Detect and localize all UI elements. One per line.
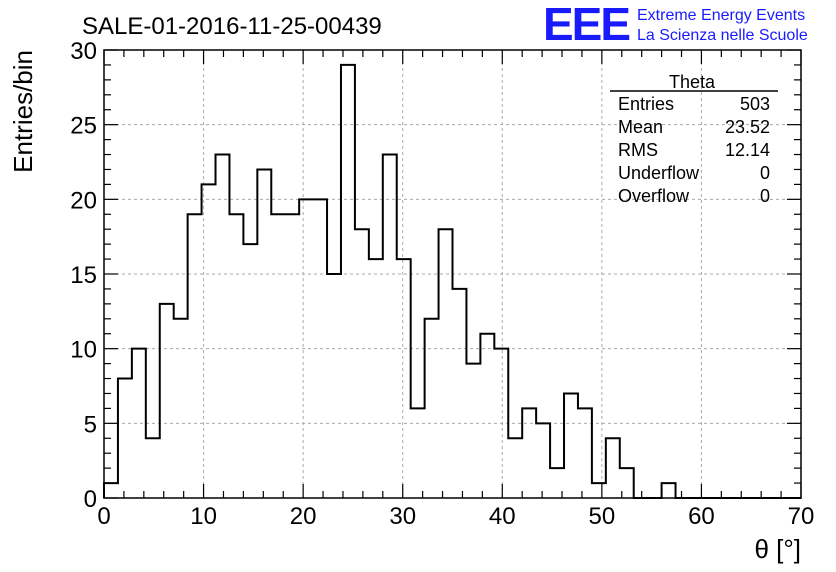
x-tick-label: 40 [489,503,516,530]
stats-label: RMS [618,140,658,160]
stats-box-title: Theta [669,72,716,92]
logo-line-2: La Scienza nelle Scuole [637,27,808,44]
x-tick-label: 30 [389,503,416,530]
stats-label: Mean [618,117,663,137]
stats-label: Entries [618,94,674,114]
stats-box: Theta Entries 503 Mean 23.52 RMS 12.14 Underfl… [610,72,778,206]
stats-label: Underflow [618,163,700,183]
x-tick-labels: 0 10 20 30 40 50 60 70 [97,503,814,530]
y-tick-label: 0 [84,486,97,513]
x-tick-label: 0 [97,503,110,530]
stats-value: 12.14 [725,140,770,160]
y-tick-label: 5 [84,411,97,438]
y-tick-label: 15 [70,262,97,289]
stats-value: 503 [740,94,770,114]
x-tick-label: 60 [688,503,715,530]
x-tick-label: 70 [788,503,815,530]
y-tick-label: 25 [70,113,97,140]
eee-logo: EEE [543,0,629,50]
histogram-outline [103,63,801,499]
stats-value: 0 [760,163,770,183]
y-tick-labels: 0 5 10 15 20 25 30 [70,38,97,513]
x-tick-label: 50 [589,503,616,530]
axis-ticks [103,49,802,499]
x-tick-label: 10 [190,503,217,530]
plot-frame [103,49,802,499]
chart-title: SALE-01-2016-11-25-00439 [82,13,382,40]
x-tick-label: 20 [290,503,317,530]
y-tick-label: 30 [70,38,97,65]
stats-label: Overflow [618,186,690,206]
stats-value: 0 [760,186,770,206]
y-tick-label: 10 [70,337,97,364]
logo-line-1: Extreme Energy Events [637,7,805,24]
x-axis-label: θ [°] [754,534,801,564]
grid-lines [104,50,801,498]
stats-value: 23.52 [725,117,770,137]
plot-area [103,49,802,499]
y-tick-label: 20 [70,187,97,214]
y-axis-label: Entries/bin [8,50,38,173]
